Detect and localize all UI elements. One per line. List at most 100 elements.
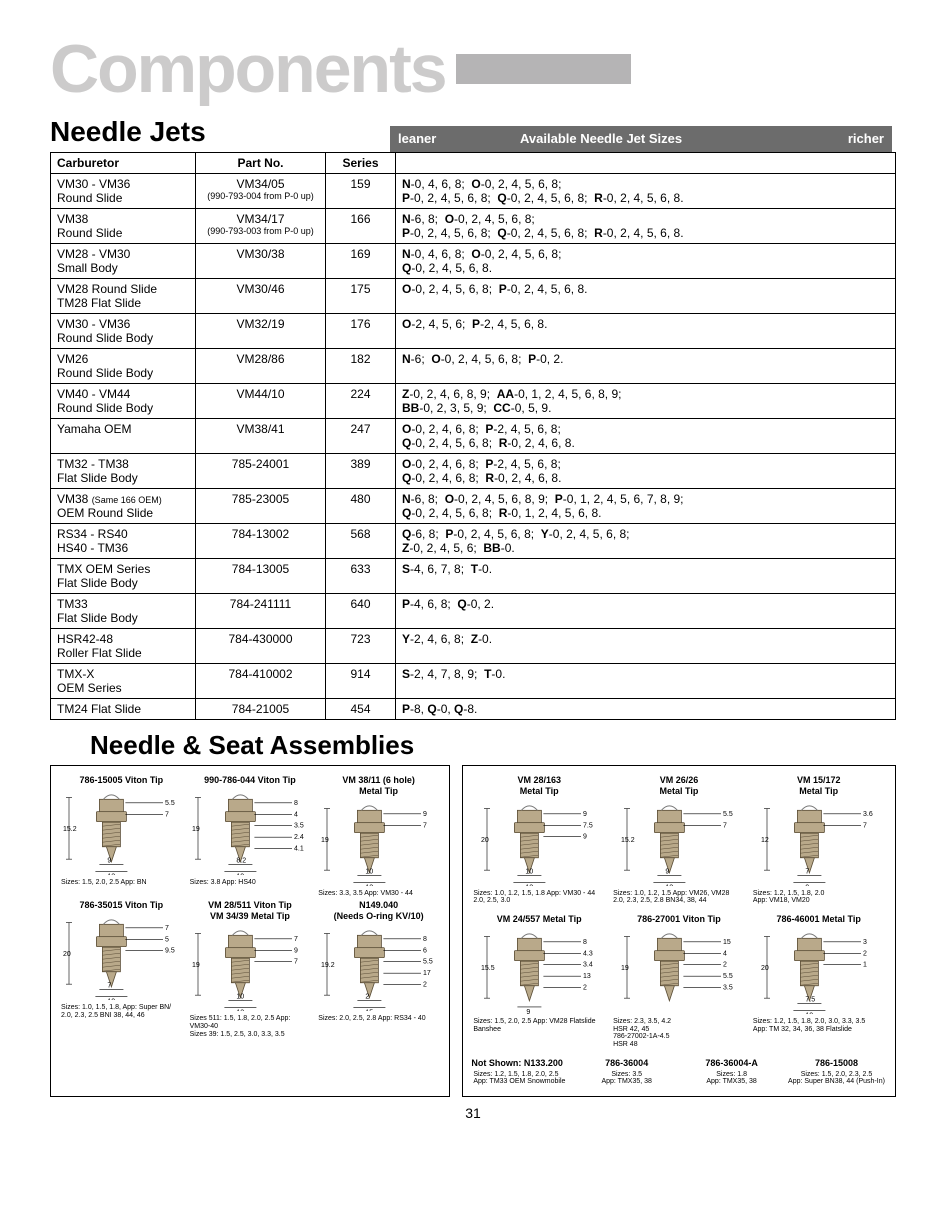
assembly-item: VM 28/163Metal Tip2097.591012Sizes: 1.0,…: [469, 774, 609, 907]
not-shown-label: Not Shown: N133.200Sizes: 1.2, 1.5, 1.8,…: [469, 1057, 574, 1088]
svg-text:5.5: 5.5: [423, 959, 433, 966]
svg-text:5.5: 5.5: [723, 811, 733, 818]
svg-text:12: 12: [108, 873, 116, 875]
svg-text:15: 15: [365, 1010, 373, 1012]
svg-text:7.5: 7.5: [583, 822, 593, 829]
assembly-item: 786-27001 Viton Tip1915425.53.5Sizes: 2.…: [609, 913, 749, 1051]
not-shown-item: 786-36004-ASizes: 1.8App: TMX35, 38: [679, 1057, 784, 1088]
svg-text:20: 20: [761, 965, 769, 972]
svg-text:1: 1: [863, 962, 867, 969]
svg-text:9: 9: [665, 868, 669, 875]
assembly-item: VM 28/511 Viton TipVM 34/39 Metal Tip197…: [186, 899, 315, 1040]
assembly-item: VM 38/11 (6 hole)Metal Tip19971012Sizes:…: [314, 774, 443, 899]
needle-jets-table: Carburetor Part No. Series VM30 - VM36Ro…: [50, 152, 896, 720]
svg-text:9: 9: [108, 857, 112, 864]
svg-text:12: 12: [236, 1010, 244, 1012]
svg-text:7: 7: [108, 983, 112, 990]
svg-text:9: 9: [423, 811, 427, 818]
svg-text:12: 12: [665, 884, 673, 886]
table-row: TM33Flat Slide Body784-241111640P-4, 6, …: [51, 594, 896, 629]
assembly-item: 990-786-044 Viton Tip19843.52.44.18.210S…: [186, 774, 315, 899]
assembly-item: VM 24/557 Metal Tip15.584.33.41329Sizes:…: [469, 913, 609, 1051]
svg-text:8: 8: [583, 939, 587, 946]
table-row: TM32 - TM38Flat Slide Body785-24001389O-…: [51, 454, 896, 489]
assembly-item: 786-35015 Viton Tip20759.5710Sizes: 1.0,…: [57, 899, 186, 1040]
svg-text:15.2: 15.2: [63, 826, 77, 833]
table-row: VM40 - VM44Round Slide BodyVM44/10224Z-0…: [51, 384, 896, 419]
svg-text:10: 10: [108, 999, 116, 1001]
th-sizes: [396, 153, 896, 174]
svg-text:5.5: 5.5: [165, 800, 175, 807]
svg-text:3.4: 3.4: [583, 962, 593, 969]
not-shown-item: 786-36004Sizes: 3.5App: TMX35, 38: [574, 1057, 679, 1088]
svg-text:7: 7: [294, 936, 298, 943]
assembly-item: VM 26/26Metal Tip15.25.57912Sizes: 1.0, …: [609, 774, 749, 907]
assembly-item: VM 15/172Metal Tip123.6779Sizes: 1.2, 1.…: [749, 774, 889, 907]
table-row: VM30 - VM36Round SlideVM34/05(990-793-00…: [51, 174, 896, 209]
svg-text:15.2: 15.2: [621, 837, 635, 844]
svg-text:17: 17: [423, 970, 431, 977]
svg-text:3.5: 3.5: [294, 823, 304, 830]
svg-text:4: 4: [294, 811, 298, 818]
svg-text:8: 8: [294, 800, 298, 807]
assembly-item: 786-15005 Viton Tip15.25.57912Sizes: 1.5…: [57, 774, 186, 899]
svg-text:7: 7: [863, 822, 867, 829]
table-row: VM38 (Same 166 OEM)OEM Round Slide785-23…: [51, 489, 896, 524]
svg-text:19: 19: [192, 826, 200, 833]
svg-text:19: 19: [192, 962, 200, 969]
svg-text:2: 2: [423, 982, 427, 989]
svg-text:7.5: 7.5: [805, 997, 815, 1004]
table-row: VM26Round Slide BodyVM28/86182N-6; O-0, …: [51, 349, 896, 384]
svg-text:20: 20: [63, 951, 71, 958]
title-bar: [456, 54, 631, 84]
svg-text:3.5: 3.5: [723, 985, 733, 992]
svg-text:3: 3: [863, 939, 867, 946]
svg-text:20: 20: [481, 837, 489, 844]
svg-text:4: 4: [723, 950, 727, 957]
scale-richer: richer: [848, 131, 884, 146]
assembly-item: N149.040(Needs O-ring KV/10)19.2865.5172…: [314, 899, 443, 1040]
svg-text:8.2: 8.2: [236, 857, 246, 864]
svg-text:19: 19: [321, 837, 329, 844]
svg-text:2: 2: [723, 962, 727, 969]
svg-text:7: 7: [423, 822, 427, 829]
svg-text:19: 19: [621, 965, 629, 972]
scale-leaner: leaner: [398, 131, 436, 146]
svg-text:5: 5: [165, 937, 169, 944]
table-row: RS34 - RS40HS40 - TM36784-13002568Q-6, 8…: [51, 524, 896, 559]
svg-text:7: 7: [723, 822, 727, 829]
assemblies-row: 786-15005 Viton Tip15.25.57912Sizes: 1.5…: [50, 765, 896, 1097]
svg-text:12: 12: [365, 884, 373, 886]
svg-text:9.5: 9.5: [165, 948, 175, 955]
page-title: Components: [50, 30, 896, 108]
svg-text:7: 7: [165, 925, 169, 932]
svg-text:9: 9: [805, 884, 809, 886]
th-part: Part No.: [196, 153, 326, 174]
svg-text:9: 9: [583, 834, 587, 841]
section2-heading: Needle & Seat Assemblies: [90, 730, 896, 761]
svg-text:4.1: 4.1: [294, 845, 304, 852]
table-row: VM30 - VM36Round Slide BodyVM32/19176O-2…: [51, 314, 896, 349]
svg-text:9: 9: [583, 811, 587, 818]
svg-text:7: 7: [294, 959, 298, 966]
svg-text:10: 10: [805, 1013, 813, 1015]
svg-text:2: 2: [583, 985, 587, 992]
svg-text:10: 10: [365, 868, 373, 875]
svg-text:9: 9: [527, 1009, 531, 1014]
svg-text:4.3: 4.3: [583, 950, 593, 957]
svg-text:2: 2: [365, 994, 369, 1001]
svg-text:7: 7: [805, 868, 809, 875]
svg-text:15: 15: [723, 939, 731, 946]
table-row: Yamaha OEMVM38/41247O-0, 2, 4, 6, 8; P-2…: [51, 419, 896, 454]
table-row: VM28 Round SlideTM28 Flat SlideVM30/4617…: [51, 279, 896, 314]
scale-bar: leaner Available Needle Jet Sizes richer: [390, 126, 892, 152]
table-row: VM38Round SlideVM34/17(990-793-003 from …: [51, 209, 896, 244]
svg-text:6: 6: [423, 948, 427, 955]
scale-mid: Available Needle Jet Sizes: [520, 131, 682, 146]
table-row: VM28 - VM30Small BodyVM30/38169N-0, 4, 6…: [51, 244, 896, 279]
svg-text:12: 12: [761, 837, 769, 844]
title-text: Components: [50, 30, 446, 108]
svg-text:7: 7: [165, 811, 169, 818]
section1-heading: Needle Jets: [50, 116, 390, 148]
svg-text:9: 9: [294, 948, 298, 955]
